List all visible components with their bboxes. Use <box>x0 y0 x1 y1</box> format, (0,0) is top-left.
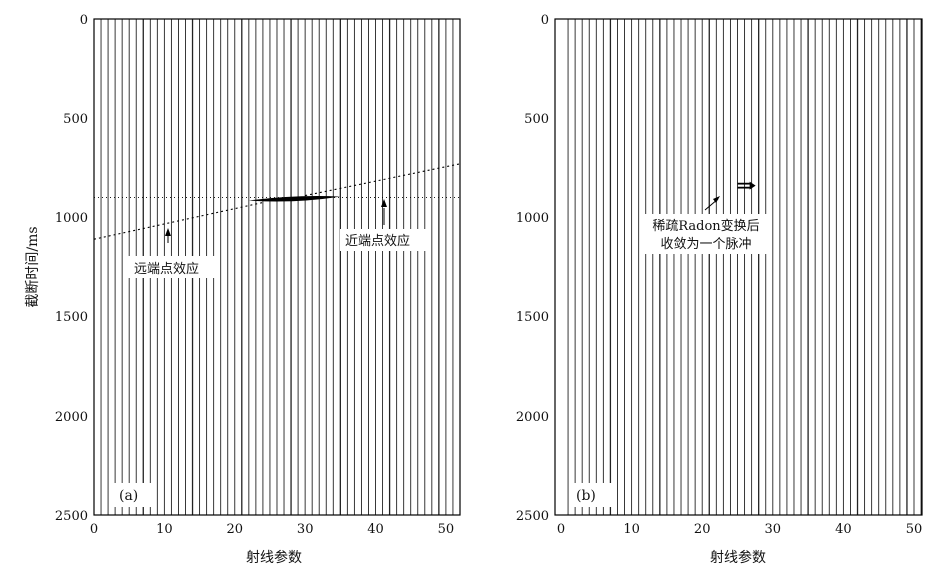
x-tick-label: 20 <box>694 522 711 537</box>
pulse-annotation-arrowhead <box>713 196 720 203</box>
y-tick-label: 1500 <box>55 310 88 325</box>
x-ticks-a: 0 10 20 30 40 50 <box>90 522 454 537</box>
y-tick-label: 500 <box>63 112 88 127</box>
x-ticks-b: 0 10 20 30 40 50 <box>557 522 922 537</box>
y-tick-label: 500 <box>524 112 549 127</box>
near-end-annotation: 近端点效应 <box>345 233 410 249</box>
x-tick-label: 10 <box>156 522 173 537</box>
pulse-annotation-line2: 收敛为一个脉冲 <box>660 236 751 252</box>
panel-tag-bg-b <box>570 483 614 507</box>
event-main <box>248 196 341 202</box>
pulse-arrowhead <box>749 181 756 190</box>
y-tick-label: 2000 <box>55 410 88 425</box>
x-tick-label: 20 <box>227 522 244 537</box>
panel-b: 0 10 20 30 40 50 0 500 1000 1500 2000 25… <box>516 13 923 566</box>
far-annotation-arrowhead <box>165 228 171 236</box>
panel-a: 0 10 20 30 40 50 0 500 1000 1500 2000 25… <box>25 13 461 566</box>
y-tick-label: 2500 <box>55 509 88 524</box>
x-tick-label: 10 <box>623 522 640 537</box>
y-tick-label: 1000 <box>516 211 549 226</box>
near-annotation-bg <box>340 229 430 251</box>
x-tick-label: 30 <box>297 522 314 537</box>
y-tick-label: 1000 <box>55 211 88 226</box>
far-end-annotation: 远端点效应 <box>134 261 199 277</box>
x-axis-label-b: 射线参数 <box>710 549 766 566</box>
near-annotation-arrowhead <box>381 199 387 207</box>
events-b <box>737 181 756 190</box>
y-tick-label: 0 <box>80 13 88 28</box>
panel-tag-bg-a <box>112 483 156 507</box>
y-tick-label: 2000 <box>516 410 549 425</box>
plot-frame-a <box>93 18 461 516</box>
panel-tag-a: (a) <box>119 488 138 504</box>
x-tick-label: 0 <box>90 522 98 537</box>
far-annotation-bg <box>128 256 216 278</box>
pulse-annotation-bg <box>640 214 772 254</box>
panel-tag-b: (b) <box>576 488 596 504</box>
y-tick-label: 2500 <box>516 509 549 524</box>
x-axis-label-a: 射线参数 <box>246 549 302 566</box>
pulse-annotation-line1: 稀疏Radon变换后 <box>652 218 759 234</box>
y-tick-label: 0 <box>541 13 549 28</box>
plot-frame-b <box>554 18 923 516</box>
events-a <box>93 163 461 240</box>
y-ticks-b: 0 500 1000 1500 2000 2500 <box>516 13 549 524</box>
y-axis-label-a: 截断时间/ms <box>25 226 41 307</box>
event-far <box>93 201 264 240</box>
event-near <box>305 163 461 197</box>
x-tick-label: 50 <box>438 522 455 537</box>
x-tick-label: 0 <box>557 522 565 537</box>
traces-b <box>567 19 922 515</box>
x-tick-label: 40 <box>835 522 852 537</box>
x-tick-label: 40 <box>367 522 384 537</box>
x-tick-label: 30 <box>765 522 782 537</box>
y-tick-label: 1500 <box>516 310 549 325</box>
x-tick-label: 50 <box>906 522 923 537</box>
y-ticks-a: 0 500 1000 1500 2000 2500 <box>55 13 88 524</box>
